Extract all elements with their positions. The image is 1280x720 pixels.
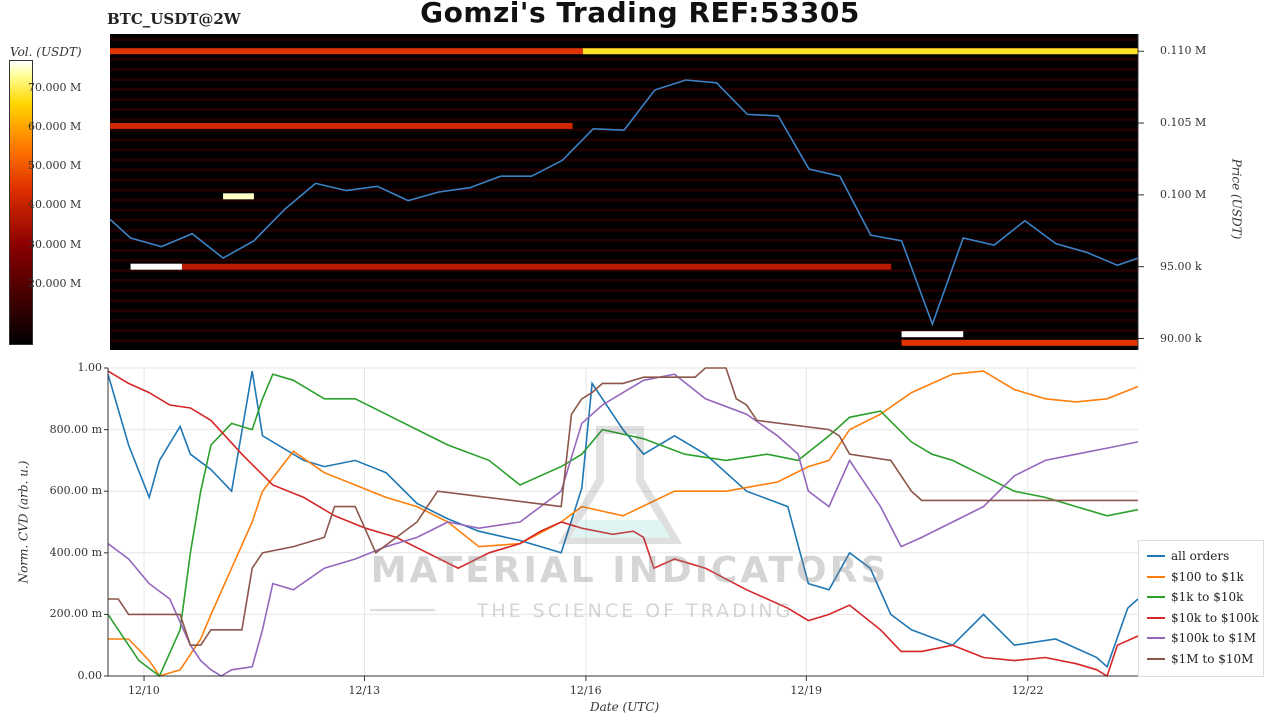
- price-tick-label: 0.110 M: [1160, 44, 1207, 58]
- cvd-series-line: [108, 367, 1138, 646]
- colorbar: [9, 60, 33, 345]
- liquidity-band: [901, 339, 1138, 346]
- price-tick-label: 0.105 M: [1160, 116, 1207, 130]
- heatmap-texture-band: [110, 98, 1138, 102]
- heatmap-texture-band: [110, 108, 1138, 112]
- colorbar-tick-label: 30.000 M: [28, 237, 82, 251]
- heatmap-texture-band: [110, 319, 1138, 323]
- colorbar-tick-label: 60.000 M: [28, 119, 82, 133]
- legend-swatch: [1147, 555, 1165, 557]
- flask-logo-icon: [558, 426, 682, 544]
- heatmap-texture-band: [110, 279, 1138, 283]
- cvd-series-line: [107, 370, 1139, 678]
- colorbar-tick-label: 70.000 M: [28, 80, 82, 94]
- legend-label: $100k to $1M: [1171, 631, 1257, 645]
- legend-swatch: [1147, 596, 1165, 598]
- cvd-series-line: [107, 370, 1139, 669]
- legend-swatch: [1147, 637, 1165, 639]
- liquidity-band: [110, 122, 573, 129]
- heatmap-texture-band: [110, 158, 1138, 162]
- cvd-y-tick-label: 600.00 m: [49, 484, 102, 498]
- heatmap-texture-band: [110, 188, 1138, 192]
- cvd-series-line: [107, 373, 1139, 678]
- legend-entry: $10k to $100k: [1147, 611, 1259, 625]
- watermark-line1: MATERIAL INDICATORS: [371, 550, 890, 591]
- cvd-y-tick-label: 1.00: [77, 361, 103, 374]
- heatmap-texture-band: [110, 208, 1138, 212]
- cvd-x-tick-label: 12/22: [1011, 684, 1044, 697]
- liquidity-band: [223, 193, 254, 200]
- liquidity-band: [181, 263, 892, 270]
- heatmap-texture-band: [110, 289, 1138, 293]
- heatmap-texture-band: [110, 118, 1138, 122]
- cvd-y-tick-label: 400.00 m: [49, 545, 102, 559]
- legend-label: $100 to $1k: [1171, 569, 1244, 584]
- legend-entry: $100 to $1k: [1147, 570, 1244, 584]
- heatmap-texture-band: [110, 37, 1138, 41]
- cvd-x-tick-label: 12/10: [128, 684, 160, 697]
- legend-label: $1k to $10k: [1171, 590, 1244, 604]
- heatmap-texture-band: [110, 309, 1138, 313]
- legend-label: $10k to $100k: [1171, 610, 1259, 625]
- watermark: MATERIAL INDICATORS THE SCIENCE OF TRADI…: [370, 426, 890, 622]
- cvd-axis-label: Norm. CVD (arb. u.): [16, 460, 31, 584]
- colorbar-label: Vol. (USDT): [10, 45, 82, 59]
- legend-label: all orders: [1171, 549, 1230, 563]
- legend-swatch: [1147, 575, 1165, 578]
- watermark-line2: THE SCIENCE OF TRADING: [476, 600, 794, 622]
- heatmap-texture-band: [110, 329, 1138, 333]
- price-heatmap-chart: [109, 34, 1144, 350]
- liquidity-band: [110, 48, 583, 55]
- cvd-y-tick-label: 800.00 m: [49, 422, 102, 436]
- heatmap-texture-band: [110, 168, 1138, 172]
- legend-swatch: [1147, 616, 1165, 619]
- heatmap-texture-band: [110, 258, 1138, 262]
- heatmap-texture-band: [110, 138, 1138, 142]
- heatmap-texture-band: [110, 67, 1138, 71]
- heatmap-texture-band: [110, 198, 1138, 202]
- cvd-x-tick-label: 12/13: [348, 684, 381, 697]
- heatmap-texture-band: [110, 238, 1138, 242]
- cvd-x-tick-label: 12/16: [569, 684, 602, 697]
- cvd-line-chart: [104, 367, 1139, 681]
- cvd-x-tick-label: 12/19: [790, 684, 823, 697]
- liquidity-band: [582, 48, 1138, 55]
- heatmap-texture-band: [110, 218, 1138, 222]
- heatmap-texture-band: [110, 57, 1138, 61]
- heatmap-texture-band: [110, 299, 1138, 303]
- page-title: Gomzi's Trading REF:53305: [420, 0, 860, 29]
- heatmap-texture-band: [110, 77, 1138, 81]
- heatmap-texture-band: [110, 269, 1138, 272]
- x-axis-label: Date (UTC): [590, 700, 660, 714]
- legend-label: $1M to $10M: [1171, 651, 1254, 666]
- colorbar-tick-label: 50.000 M: [28, 159, 82, 173]
- heatmap-texture-band: [110, 148, 1138, 152]
- heatmap-texture-band: [110, 248, 1138, 252]
- heatmap-texture-band: [110, 88, 1138, 92]
- heatmap-texture-band: [110, 228, 1138, 232]
- legend-entry: $100k to $1M: [1147, 631, 1256, 645]
- chart-legend: all orders $100 to $1k $1k to $10k $10k to …: [1138, 540, 1264, 677]
- price-tick-label: 0.100 M: [1160, 187, 1207, 201]
- price-tick-label: 90.00 k: [1160, 331, 1202, 345]
- cvd-y-tick-label: 0.00: [77, 669, 103, 682]
- cvd-series-line: [108, 370, 1139, 677]
- price-line: [109, 79, 1139, 327]
- heatmap-texture-band: [110, 178, 1138, 182]
- legend-swatch: [1147, 657, 1165, 660]
- colorbar-tick-label: 40.000 M: [28, 198, 82, 212]
- colorbar-tick-label: 20.000 M: [28, 277, 82, 291]
- liquidity-band: [901, 331, 964, 338]
- liquidity-band: [130, 263, 182, 270]
- price-tick-label: 95.00 k: [1160, 259, 1202, 273]
- legend-entry: all orders: [1147, 549, 1229, 563]
- heatmap-background: [110, 34, 1138, 350]
- price-axis-label: Price (USDT): [1229, 158, 1244, 240]
- heatmap-texture-band: [110, 339, 1138, 343]
- legend-entry: $1M to $10M: [1147, 652, 1253, 666]
- legend-entry: $1k to $10k: [1147, 590, 1243, 604]
- symbol-label: BTC_USDT@2W: [107, 10, 241, 28]
- cvd-y-tick-label: 200.00 m: [49, 607, 102, 621]
